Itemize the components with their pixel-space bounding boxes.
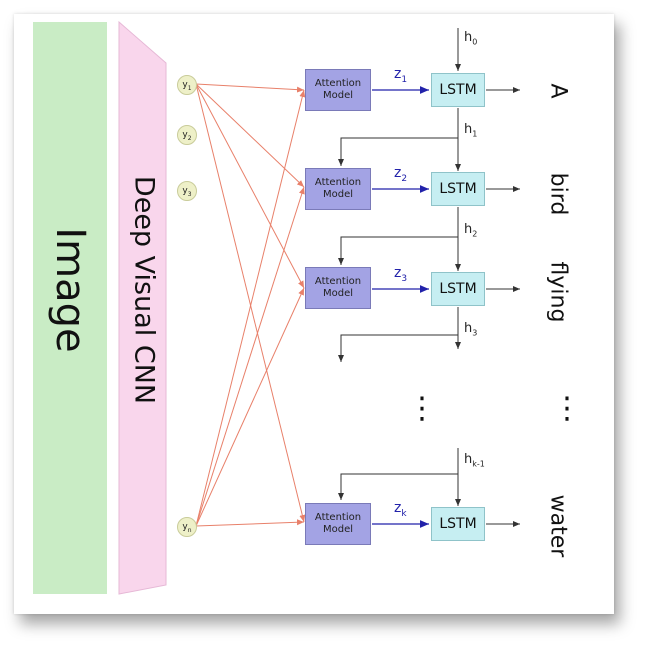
attention-wires [195, 83, 306, 527]
lstm-cell-k: LSTM [431, 507, 485, 541]
feature-node-y2: y2 [177, 125, 197, 145]
hidden-label-h3: h3 [464, 321, 478, 338]
output-word-2: bird [545, 172, 571, 216]
lstm-cell-2: LSTM [431, 172, 485, 206]
context-label-zk: zk [394, 500, 407, 519]
ellipsis-steps: ⋮ [407, 394, 437, 424]
output-arrows [486, 87, 520, 527]
attention-model-3: Attention Model [305, 267, 371, 309]
hidden-label-hk-1: hk-1 [464, 452, 485, 469]
hidden-label-h2: h2 [464, 222, 478, 239]
hidden-state-arrows [338, 28, 461, 506]
ellipsis-words: ⋮ [552, 394, 582, 424]
image-block [33, 22, 107, 594]
context-label-z3: z3 [394, 265, 408, 284]
lstm-cell-3: LSTM [431, 272, 485, 306]
feature-node-y1: y1 [177, 75, 197, 95]
feature-node-yn: yn [177, 517, 197, 537]
lstm-cell-1: LSTM [431, 73, 485, 107]
attention-model-2: Attention Model [305, 168, 371, 210]
context-label-z2: z2 [394, 165, 408, 184]
context-label-z1: z1 [394, 66, 408, 85]
output-word-k: water [545, 494, 571, 558]
hidden-label-h0: h0 [464, 30, 478, 47]
context-arrows [372, 86, 429, 528]
output-word-3: flying [545, 261, 571, 323]
cnn-block [118, 20, 167, 595]
cnn-label: Deep Visual CNN [128, 175, 160, 405]
hidden-label-h1: h1 [464, 122, 478, 139]
output-word-1: A [545, 83, 571, 99]
attention-model-1: Attention Model [305, 69, 371, 111]
feature-node-y3: y3 [177, 181, 197, 201]
attention-model-k: Attention Model [305, 503, 371, 545]
